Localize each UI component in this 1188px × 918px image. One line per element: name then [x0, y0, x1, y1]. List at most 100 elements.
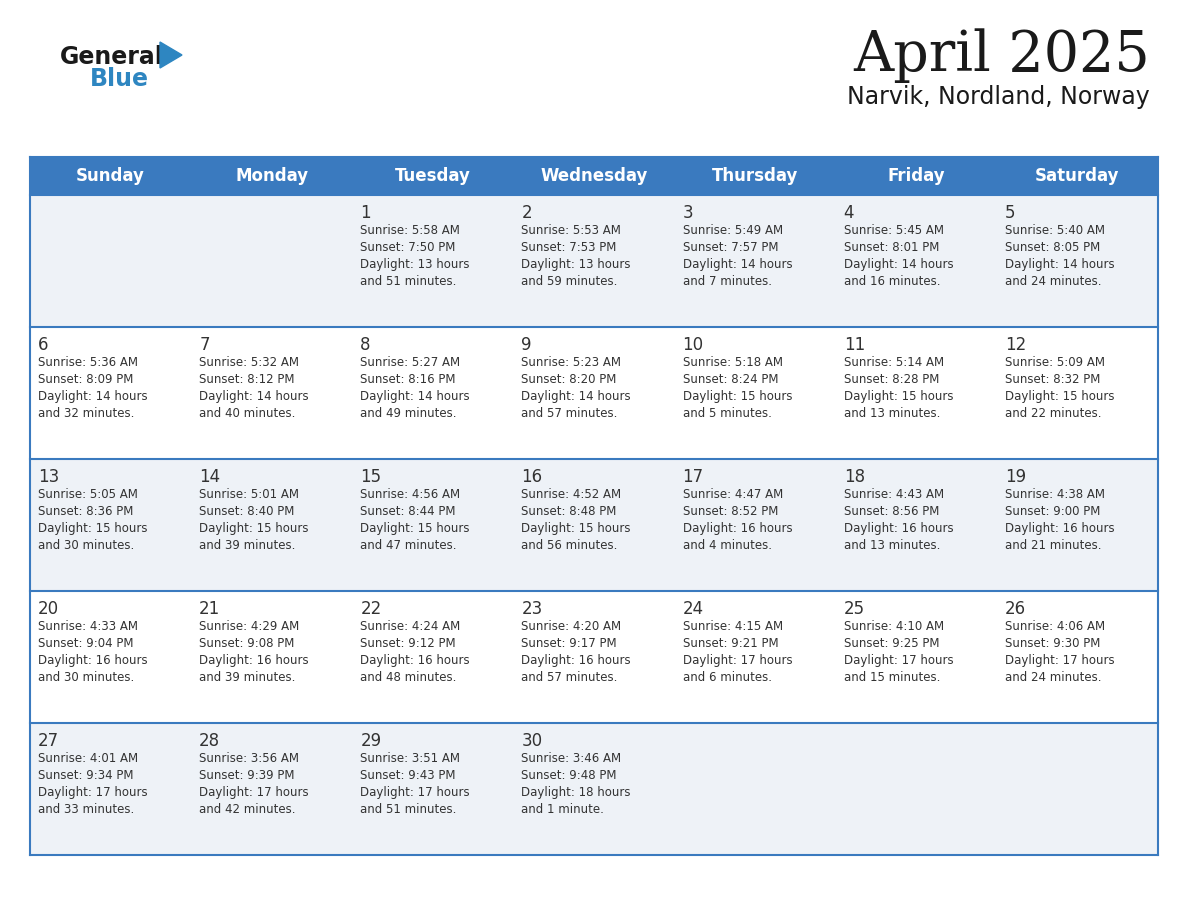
- Text: and 57 minutes.: and 57 minutes.: [522, 407, 618, 420]
- Text: Daylight: 13 hours: Daylight: 13 hours: [360, 258, 469, 271]
- Text: Monday: Monday: [235, 167, 308, 185]
- Text: and 21 minutes.: and 21 minutes.: [1005, 539, 1101, 552]
- Text: 27: 27: [38, 732, 59, 750]
- Text: 3: 3: [683, 204, 693, 222]
- Text: 28: 28: [200, 732, 220, 750]
- Text: Daylight: 14 hours: Daylight: 14 hours: [1005, 258, 1114, 271]
- Text: Sunset: 8:24 PM: Sunset: 8:24 PM: [683, 373, 778, 386]
- Text: 11: 11: [843, 336, 865, 354]
- Text: Sunset: 8:48 PM: Sunset: 8:48 PM: [522, 505, 617, 518]
- Text: Daylight: 17 hours: Daylight: 17 hours: [360, 786, 470, 799]
- Text: Sunrise: 5:18 AM: Sunrise: 5:18 AM: [683, 356, 783, 369]
- Text: 12: 12: [1005, 336, 1026, 354]
- Text: Sunset: 9:17 PM: Sunset: 9:17 PM: [522, 637, 617, 650]
- Text: 14: 14: [200, 468, 220, 486]
- Text: 20: 20: [38, 600, 59, 618]
- Text: Sunrise: 5:05 AM: Sunrise: 5:05 AM: [38, 488, 138, 501]
- Text: 24: 24: [683, 600, 703, 618]
- Text: and 24 minutes.: and 24 minutes.: [1005, 671, 1101, 684]
- Text: and 13 minutes.: and 13 minutes.: [843, 539, 940, 552]
- Text: Sunset: 9:08 PM: Sunset: 9:08 PM: [200, 637, 295, 650]
- Text: and 15 minutes.: and 15 minutes.: [843, 671, 940, 684]
- Text: Sunset: 8:56 PM: Sunset: 8:56 PM: [843, 505, 939, 518]
- Text: Daylight: 15 hours: Daylight: 15 hours: [683, 390, 792, 403]
- Text: and 57 minutes.: and 57 minutes.: [522, 671, 618, 684]
- Text: General: General: [61, 45, 164, 69]
- Text: Sunset: 8:52 PM: Sunset: 8:52 PM: [683, 505, 778, 518]
- Text: and 1 minute.: and 1 minute.: [522, 803, 605, 816]
- Text: Daylight: 14 hours: Daylight: 14 hours: [360, 390, 470, 403]
- Text: Narvik, Nordland, Norway: Narvik, Nordland, Norway: [847, 85, 1150, 109]
- Text: 7: 7: [200, 336, 209, 354]
- Text: Sunrise: 5:14 AM: Sunrise: 5:14 AM: [843, 356, 943, 369]
- Text: Sunset: 9:48 PM: Sunset: 9:48 PM: [522, 769, 617, 782]
- Text: Sunset: 9:00 PM: Sunset: 9:00 PM: [1005, 505, 1100, 518]
- Text: 5: 5: [1005, 204, 1016, 222]
- Text: Daylight: 15 hours: Daylight: 15 hours: [200, 522, 309, 535]
- Text: and 13 minutes.: and 13 minutes.: [843, 407, 940, 420]
- Text: Sunset: 7:57 PM: Sunset: 7:57 PM: [683, 241, 778, 254]
- Text: 15: 15: [360, 468, 381, 486]
- Text: Sunday: Sunday: [76, 167, 145, 185]
- Text: Sunset: 8:01 PM: Sunset: 8:01 PM: [843, 241, 939, 254]
- Text: 18: 18: [843, 468, 865, 486]
- Text: 17: 17: [683, 468, 703, 486]
- Text: April 2025: April 2025: [853, 28, 1150, 83]
- Text: Daylight: 17 hours: Daylight: 17 hours: [38, 786, 147, 799]
- Text: 1: 1: [360, 204, 371, 222]
- Text: Sunset: 8:12 PM: Sunset: 8:12 PM: [200, 373, 295, 386]
- Text: and 22 minutes.: and 22 minutes.: [1005, 407, 1101, 420]
- Text: Sunrise: 5:40 AM: Sunrise: 5:40 AM: [1005, 224, 1105, 237]
- Text: Sunrise: 5:36 AM: Sunrise: 5:36 AM: [38, 356, 138, 369]
- Text: Wednesday: Wednesday: [541, 167, 647, 185]
- Text: Daylight: 15 hours: Daylight: 15 hours: [1005, 390, 1114, 403]
- Text: and 48 minutes.: and 48 minutes.: [360, 671, 456, 684]
- Text: Sunset: 9:30 PM: Sunset: 9:30 PM: [1005, 637, 1100, 650]
- Text: Sunset: 8:20 PM: Sunset: 8:20 PM: [522, 373, 617, 386]
- Text: and 33 minutes.: and 33 minutes.: [38, 803, 134, 816]
- Text: Sunrise: 5:49 AM: Sunrise: 5:49 AM: [683, 224, 783, 237]
- Text: and 24 minutes.: and 24 minutes.: [1005, 275, 1101, 288]
- Text: and 47 minutes.: and 47 minutes.: [360, 539, 456, 552]
- Text: Sunset: 8:40 PM: Sunset: 8:40 PM: [200, 505, 295, 518]
- Text: Sunrise: 5:01 AM: Sunrise: 5:01 AM: [200, 488, 299, 501]
- Text: and 59 minutes.: and 59 minutes.: [522, 275, 618, 288]
- Text: Daylight: 15 hours: Daylight: 15 hours: [522, 522, 631, 535]
- Text: Daylight: 13 hours: Daylight: 13 hours: [522, 258, 631, 271]
- Polygon shape: [160, 42, 182, 68]
- Text: and 7 minutes.: and 7 minutes.: [683, 275, 771, 288]
- Text: Daylight: 17 hours: Daylight: 17 hours: [200, 786, 309, 799]
- Text: 10: 10: [683, 336, 703, 354]
- Text: Daylight: 14 hours: Daylight: 14 hours: [843, 258, 953, 271]
- Text: Daylight: 15 hours: Daylight: 15 hours: [360, 522, 469, 535]
- Bar: [30, 195, 1158, 327]
- Text: Sunrise: 4:52 AM: Sunrise: 4:52 AM: [522, 488, 621, 501]
- Text: Daylight: 16 hours: Daylight: 16 hours: [843, 522, 953, 535]
- Text: 19: 19: [1005, 468, 1026, 486]
- Text: Sunrise: 4:24 AM: Sunrise: 4:24 AM: [360, 620, 461, 633]
- Text: Sunset: 9:43 PM: Sunset: 9:43 PM: [360, 769, 456, 782]
- Text: Sunrise: 4:20 AM: Sunrise: 4:20 AM: [522, 620, 621, 633]
- Text: Thursday: Thursday: [712, 167, 798, 185]
- Text: 13: 13: [38, 468, 59, 486]
- Text: Sunrise: 4:43 AM: Sunrise: 4:43 AM: [843, 488, 943, 501]
- Text: and 30 minutes.: and 30 minutes.: [38, 671, 134, 684]
- Text: Sunrise: 4:56 AM: Sunrise: 4:56 AM: [360, 488, 461, 501]
- Bar: [30, 591, 1158, 723]
- Text: 8: 8: [360, 336, 371, 354]
- Text: Daylight: 17 hours: Daylight: 17 hours: [683, 654, 792, 667]
- Text: Daylight: 18 hours: Daylight: 18 hours: [522, 786, 631, 799]
- Text: and 32 minutes.: and 32 minutes.: [38, 407, 134, 420]
- Text: Sunset: 7:53 PM: Sunset: 7:53 PM: [522, 241, 617, 254]
- Text: Daylight: 16 hours: Daylight: 16 hours: [38, 654, 147, 667]
- Text: Sunrise: 3:56 AM: Sunrise: 3:56 AM: [200, 752, 299, 765]
- Text: 26: 26: [1005, 600, 1026, 618]
- Text: 16: 16: [522, 468, 543, 486]
- Text: 21: 21: [200, 600, 221, 618]
- Text: Sunrise: 4:15 AM: Sunrise: 4:15 AM: [683, 620, 783, 633]
- Text: and 56 minutes.: and 56 minutes.: [522, 539, 618, 552]
- Text: Sunset: 9:12 PM: Sunset: 9:12 PM: [360, 637, 456, 650]
- Text: Saturday: Saturday: [1035, 167, 1119, 185]
- Text: Sunset: 8:44 PM: Sunset: 8:44 PM: [360, 505, 456, 518]
- Text: Sunset: 8:16 PM: Sunset: 8:16 PM: [360, 373, 456, 386]
